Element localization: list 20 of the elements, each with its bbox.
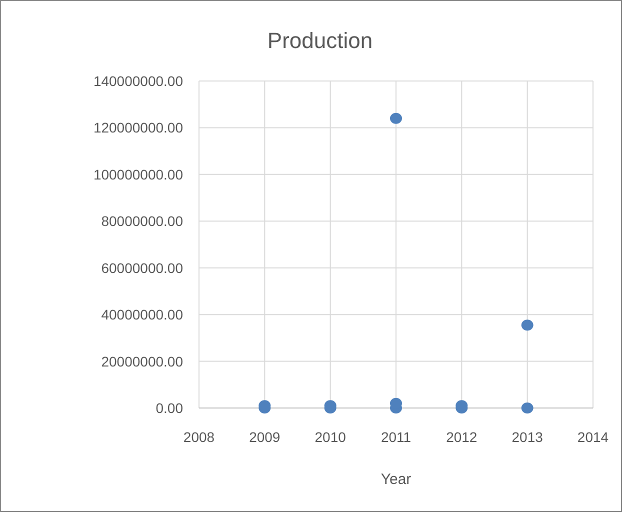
- y-tick-label: 60000000.00: [101, 260, 184, 276]
- x-tick-label: 2014: [577, 429, 609, 445]
- x-tick-label: 2008: [183, 429, 215, 445]
- y-tick-label: 120000000.00: [93, 120, 184, 136]
- chart-title: Production: [267, 28, 373, 53]
- x-tick-label: 2011: [380, 429, 412, 445]
- y-tick-label: 40000000.00: [101, 306, 184, 323]
- y-tick-label: 80000000.00: [101, 213, 184, 230]
- point: [390, 112, 402, 124]
- y-tick-label: 20000000.00: [101, 353, 184, 370]
- x-axis-title: Year: [380, 471, 412, 488]
- x-tick-label: 2010: [314, 429, 346, 445]
- x-tick-label: 2013: [512, 429, 544, 445]
- x-tick-label: 2012: [446, 429, 478, 445]
- y-tick-label: 140000000.00: [93, 73, 184, 89]
- point: [521, 402, 534, 414]
- point: [521, 320, 534, 331]
- x-tick-label: 2009: [249, 429, 280, 445]
- y-tick-label: 100000000.00: [93, 166, 184, 182]
- y-tick-label: 0.00: [156, 400, 184, 416]
